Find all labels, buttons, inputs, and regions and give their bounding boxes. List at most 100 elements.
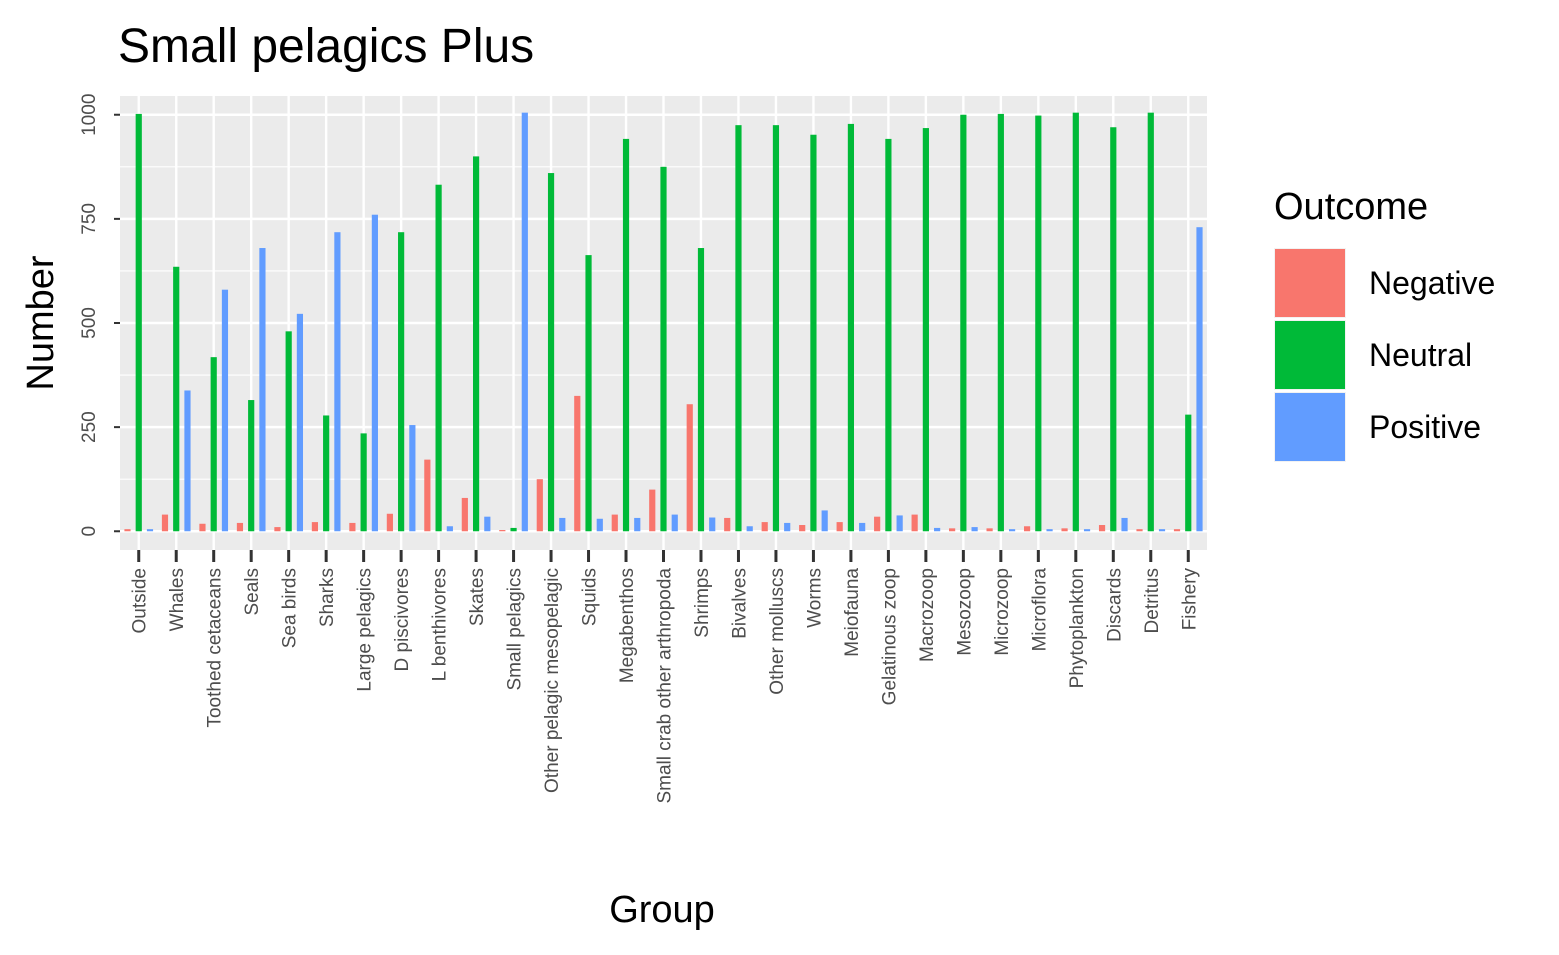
x-tick-label: Megabenthos: [617, 568, 638, 683]
bar-neutral: [772, 125, 780, 532]
bar-negative: [761, 522, 768, 532]
y-axis: 0 250 500 750 1000: [79, 94, 120, 537]
bar-neutral: [510, 527, 517, 532]
bar-positive: [221, 289, 229, 532]
x-tick-label: Large pelagics: [355, 568, 376, 692]
bar-negative: [1136, 529, 1143, 532]
bar-negative: [461, 497, 468, 532]
bar-neutral: [248, 400, 255, 532]
legend: Outcome Negative Neutral Positive: [1274, 186, 1495, 462]
bar-neutral: [1072, 112, 1079, 532]
y-tick-label: 0: [79, 526, 100, 537]
x-tick-label: Bivalves: [729, 568, 750, 639]
x-tick-label: Small crab other arthropoda: [655, 568, 676, 804]
bar-neutral: [735, 125, 742, 532]
x-axis: Outside Whales Toothed cetaceans Seals Sea b…: [130, 550, 1200, 804]
bar-neutral: [622, 138, 630, 532]
x-tick-label: L benthivores: [430, 568, 451, 681]
bar-positive: [1158, 529, 1166, 532]
bar-negative: [874, 516, 881, 532]
x-tick-label: Meiofauna: [842, 568, 863, 657]
bar-neutral: [472, 156, 480, 532]
bar-neutral: [697, 248, 705, 532]
bar-positive: [1008, 529, 1016, 532]
bar-negative: [161, 514, 169, 532]
x-tick-label: Skates: [467, 568, 488, 626]
bar-negative: [124, 529, 131, 532]
bar-positive: [296, 313, 304, 532]
bar-negative: [1173, 529, 1181, 532]
bar-positive: [934, 527, 941, 532]
bar-positive: [1121, 517, 1128, 532]
bar-positive: [821, 510, 828, 532]
bar-positive: [971, 527, 978, 532]
bar-neutral: [922, 128, 929, 532]
bar-neutral: [847, 123, 855, 532]
bar-neutral: [360, 433, 367, 532]
bar-positive: [1046, 529, 1053, 532]
y-tick-label: 250: [79, 411, 100, 443]
bar-negative: [424, 459, 431, 532]
x-tick-label: Microzoop: [992, 568, 1013, 656]
bar-negative: [199, 523, 206, 532]
x-tick-label: Squids: [580, 568, 601, 626]
bar-neutral: [585, 255, 592, 532]
bar-positive: [521, 112, 528, 532]
x-axis-title: Group: [609, 889, 715, 931]
bar-neutral: [960, 114, 967, 532]
bar-positive: [334, 232, 341, 532]
bar-neutral: [1110, 127, 1117, 532]
bars: [124, 112, 1203, 532]
bar-negative: [836, 522, 843, 532]
x-tick-label: Seals: [242, 568, 263, 616]
bar-negative: [311, 522, 319, 532]
bar-positive: [559, 517, 566, 532]
bar-neutral: [885, 138, 892, 532]
bar-negative: [349, 522, 356, 532]
bar-negative: [236, 522, 244, 532]
x-tick-label: Fishery: [1179, 568, 1200, 631]
bar-negative: [949, 528, 956, 532]
bar-negative: [386, 513, 393, 532]
x-tick-label: Macrozoop: [917, 568, 938, 662]
bar-negative: [274, 527, 281, 532]
x-tick-label: Small pelagics: [505, 568, 526, 691]
y-axis-title: Number: [20, 255, 62, 390]
x-tick-label: D piscivores: [392, 568, 413, 671]
bar-positive: [1083, 529, 1091, 532]
bar-negative: [724, 517, 731, 532]
legend-title: Outcome: [1274, 186, 1428, 228]
bar-positive: [634, 517, 641, 532]
bar-positive: [446, 526, 453, 532]
y-tick-label: 1000: [79, 94, 100, 136]
x-tick-label: Whales: [167, 568, 188, 631]
bar-negative: [799, 525, 806, 532]
bar-positive: [671, 514, 678, 532]
bar-positive: [1196, 227, 1203, 532]
bar-neutral: [1185, 414, 1192, 532]
bar-neutral: [323, 415, 330, 532]
bar-negative: [649, 489, 656, 532]
legend-key-positive: [1275, 393, 1345, 461]
bar-neutral: [398, 232, 405, 532]
bar-positive: [709, 517, 716, 532]
bar-negative: [1023, 526, 1031, 532]
bar-positive: [409, 425, 416, 532]
bar-neutral: [1147, 112, 1154, 532]
x-tick-label: Detritus: [1142, 568, 1163, 633]
bar-positive: [596, 518, 603, 532]
x-tick-label: Discards: [1104, 568, 1125, 642]
x-tick-label: Shrimps: [692, 568, 713, 638]
bar-positive: [146, 529, 154, 532]
bar-negative: [536, 479, 543, 532]
x-tick-label: Other molluscs: [767, 568, 788, 695]
bar-positive: [484, 516, 491, 532]
bar-neutral: [173, 266, 180, 532]
bar-negative: [611, 514, 618, 532]
legend-label: Neutral: [1369, 337, 1472, 373]
x-tick-label: Worms: [804, 568, 825, 628]
bar-positive: [259, 248, 266, 532]
bar-neutral: [135, 113, 142, 532]
bar-neutral: [660, 166, 667, 532]
